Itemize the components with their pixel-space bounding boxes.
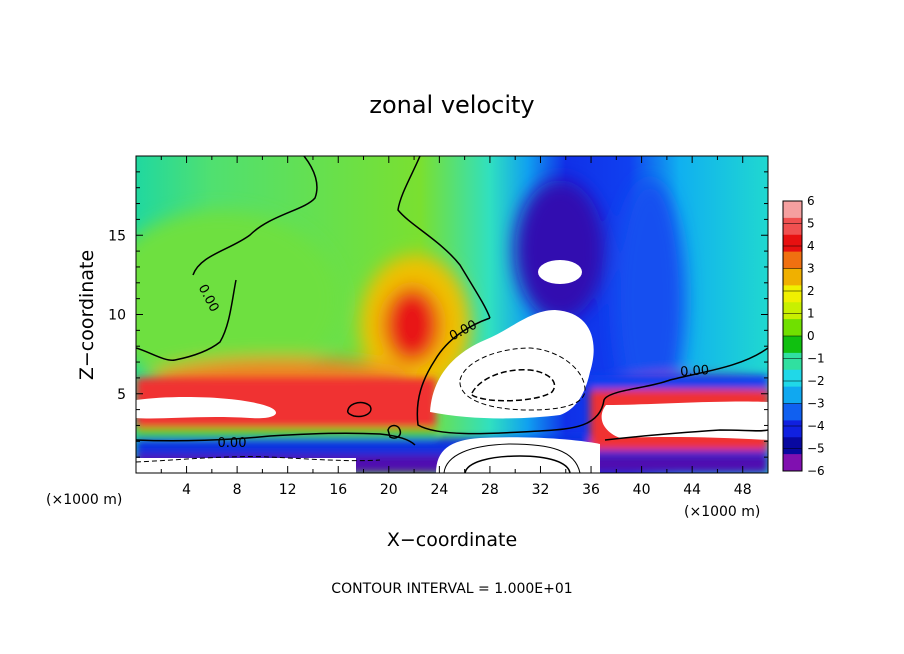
x-axis: 4 8 12 16 20 24 28 32 36 40 44 48 [160,156,752,498]
y-axis: 5 10 15 [108,171,768,458]
colorbar-tick-label: 1 [807,307,815,321]
colorbar-tick-label: −5 [807,442,825,456]
colorbar-swatch [783,352,802,371]
x-tick-label: 24 [430,482,448,498]
colorbar-tick-label: 2 [807,284,815,298]
x-tick-label: 28 [481,482,499,498]
colorbar-swatch [783,268,802,286]
heatmap-field [136,156,768,473]
colorbar-tick-label: 5 [807,217,815,231]
colorbar-tick-label: 0 [807,329,815,343]
colorbar-swatch [783,285,802,303]
x-unit-label: (×1000 m) [684,504,760,520]
x-tick-label: 32 [532,482,550,498]
colorbar-swatch [783,234,802,253]
colorbar-tick-label: −6 [807,464,825,478]
colorbar-swatch [783,403,802,421]
contour-negative-dashed-2 [470,369,556,402]
colorbar-swatch [783,437,802,455]
x-tick-label: 20 [380,482,398,498]
contour-negative-dashed-bottom [136,456,381,463]
contour-interval: CONTOUR INTERVAL = 1.000E+01 [331,581,572,597]
saturated-zone-upper [538,260,582,284]
colorbar-tick-label: 3 [807,262,815,276]
x-axis-title: X−coordinate [387,529,517,551]
contour-lines [136,156,768,473]
contour-label: 0.00 [218,436,247,451]
heatmap-region-upper-left [136,210,340,390]
colorbar-swatch [783,454,802,472]
colorbar-tick-label: −4 [807,419,825,433]
colorbar-swatch [783,319,802,337]
heatmap-region-right-band [615,180,685,420]
x-tick-label: 40 [633,482,651,498]
y-axis-title: Z−coordinate [76,250,98,380]
colorbar-swatch [783,420,802,438]
saturated-zone-right [601,401,768,440]
contour-zero-upper-left [192,156,318,276]
contour-zero-left-vertical [136,279,237,361]
heatmap-band-green-lower [136,428,436,438]
contour-negative-dashed-1 [459,347,586,411]
y-tick-label: 5 [117,387,126,403]
x-tick-label: 48 [734,482,752,498]
saturated-zone-left [136,396,277,419]
x-tick-label: 4 [182,482,191,498]
colorbar-tick-label: −1 [807,352,825,366]
contour-label: 0.00 [680,363,710,380]
heatmap-region-positive-max [384,287,440,363]
contour-small-loop-1 [346,401,372,418]
y-tick-label: 10 [108,308,126,324]
colorbar: 6 5 4 3 2 1 0 −1 −2 −3 −4 −5 −6 [782,194,825,478]
x-tick-label: 44 [683,482,701,498]
colorbar-swatch [783,302,802,320]
colorbar-swatch [783,336,802,354]
contour-small-loop-2 [387,424,402,439]
contour-zero-center-loop [416,317,768,435]
x-tick-label: 8 [233,482,242,498]
saturated-zone-floor-left [136,458,356,473]
contour-positive-bottom-2 [464,455,571,473]
colorbar-swatch [783,369,802,388]
contour-zero-upper-mid [397,156,491,319]
x-tick-label: 12 [279,482,297,498]
heatmap-band-blue-right [590,375,768,389]
colorbar-tick-label: −3 [807,397,825,411]
x-tick-label: 16 [329,482,347,498]
saturated-zone-bottom [436,437,600,473]
y-unit-label: (×1000 m) [46,492,122,508]
heatmap-region-negative-core [515,180,605,320]
colorbar-swatch [783,201,802,219]
colorbar-swatch [783,251,802,269]
x-tick-label: 36 [582,482,600,498]
contour-positive-bottom-1 [443,443,581,473]
colorbar-swatch [783,217,802,236]
contour-zero-lower-right [604,429,768,441]
y-tick-label: 15 [108,228,126,244]
colorbar-tick-label: 6 [807,194,815,208]
colorbar-swatch [783,386,802,404]
chart-title: zonal velocity [369,91,534,119]
colorbar-tick-label: −2 [807,374,825,388]
colorbar-tick-label: 4 [807,239,815,253]
